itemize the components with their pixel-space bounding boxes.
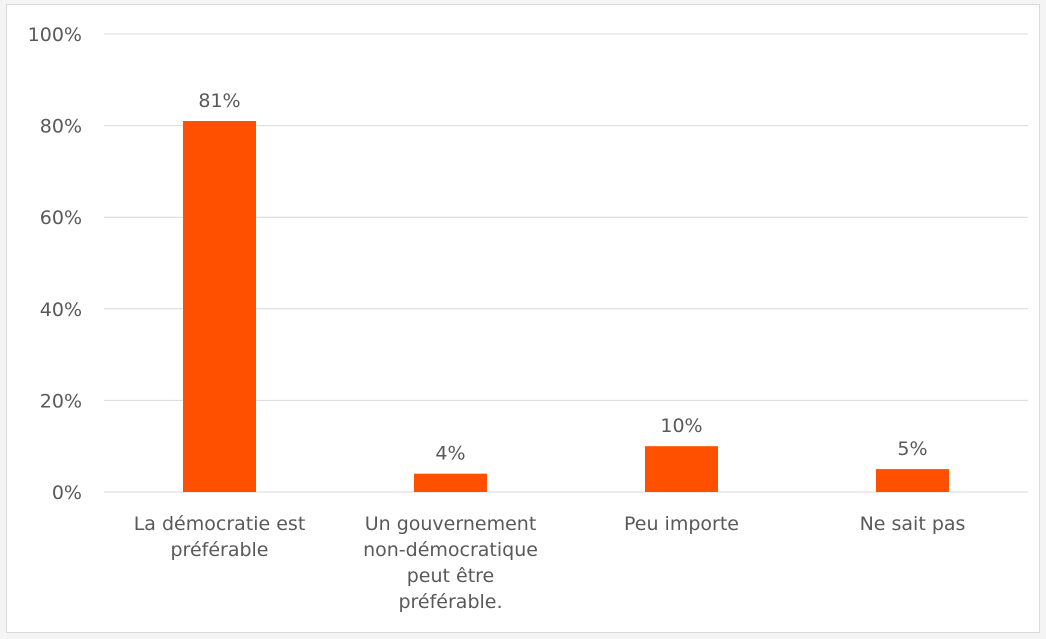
y-tick-label: 60% bbox=[40, 207, 82, 229]
x-tick-label: La démocratie est bbox=[134, 513, 306, 535]
x-tick-label: non-démocratique bbox=[363, 539, 538, 561]
y-tick-label: 40% bbox=[40, 299, 82, 321]
y-tick-label: 20% bbox=[40, 390, 82, 412]
data-label: 81% bbox=[198, 90, 240, 112]
y-tick-label: 80% bbox=[40, 116, 82, 138]
x-tick-label: préférable bbox=[170, 539, 268, 561]
data-label: 4% bbox=[435, 443, 465, 465]
bar bbox=[876, 469, 949, 492]
y-tick-label: 100% bbox=[28, 24, 82, 46]
x-tick-label: préférable. bbox=[398, 591, 502, 613]
x-tick-label: Peu importe bbox=[624, 513, 739, 535]
data-label: 5% bbox=[897, 438, 927, 460]
bar bbox=[183, 121, 256, 493]
y-tick-label: 0% bbox=[52, 482, 82, 504]
x-tick-label: Un gouvernement bbox=[365, 513, 537, 535]
chart-frame bbox=[6, 4, 1040, 633]
bar bbox=[414, 473, 487, 492]
bar bbox=[645, 446, 718, 492]
x-tick-label: Ne sait pas bbox=[860, 513, 966, 535]
x-tick-label: peut être bbox=[407, 565, 495, 587]
data-label: 10% bbox=[660, 415, 702, 437]
